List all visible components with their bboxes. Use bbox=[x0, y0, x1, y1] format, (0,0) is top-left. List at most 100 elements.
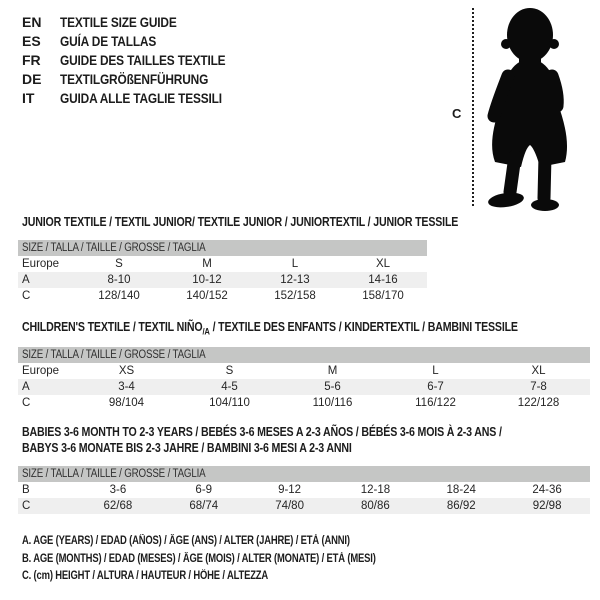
height-dotted-line bbox=[472, 8, 474, 206]
cell: 74/80 bbox=[275, 500, 304, 512]
cell: 104/110 bbox=[209, 397, 250, 409]
language-label: GUIDA ALLE TAGLIE TESSILI bbox=[60, 89, 222, 106]
cell: 128/140 bbox=[98, 290, 140, 302]
footnote-c: C. (cm) HEIGHT / ALTURA / HAUTEUR / HÖHE… bbox=[22, 568, 453, 586]
cell: S bbox=[225, 365, 234, 377]
language-code: DE bbox=[22, 70, 42, 87]
footnote-a: A. AGE (YEARS) / EDAD (AÑOS) / ÂGE (ANS)… bbox=[22, 533, 453, 551]
toddler-silhouette-icon bbox=[487, 8, 568, 211]
row-label: C bbox=[22, 397, 31, 409]
babies-table-title-line1: BABIES 3-6 MONTH TO 2-3 YEARS / BEBÉS 3-… bbox=[22, 425, 502, 439]
cell: 3-6 bbox=[109, 484, 127, 496]
language-row: ES GUÍA DE TALLAS bbox=[22, 31, 255, 50]
language-code: EN bbox=[22, 13, 42, 30]
cell: 92/98 bbox=[532, 500, 562, 512]
height-measure-label: C bbox=[452, 106, 462, 121]
table-row-height: C 128/140 140/152 152/158 158/170 bbox=[18, 288, 427, 304]
cell: 7-8 bbox=[530, 381, 547, 393]
cell: 116/122 bbox=[415, 397, 456, 409]
babies-table-title: BABIES 3-6 MONTH TO 2-3 YEARS / BEBÉS 3-… bbox=[22, 424, 586, 456]
cell: 18-24 bbox=[446, 484, 476, 496]
junior-table-title-text: JUNIOR TEXTILE / TEXTIL JUNIOR/ TEXTILE … bbox=[22, 215, 459, 229]
size-header-bar: SIZE / TALLA / TAILLE / GRÖSSE / TAGLIA bbox=[18, 240, 427, 256]
cell: 14-16 bbox=[368, 274, 398, 286]
title-subscript: /A bbox=[202, 326, 210, 337]
language-row: IT GUIDA ALLE TAGLIE TESSILI bbox=[22, 88, 255, 107]
row-label: Europe bbox=[22, 365, 60, 377]
title-suffix: / TEXTILE DES ENFANTS / KINDERTEXTIL / B… bbox=[209, 320, 518, 334]
language-row: EN TEXTILE SIZE GUIDE bbox=[22, 12, 255, 31]
cell: S bbox=[115, 258, 123, 270]
size-header-text: SIZE / TALLA / TAILLE / GRÖSSE / TAGLIA bbox=[22, 349, 206, 361]
table-row-age-months: B 3-6 6-9 9-12 12-18 18-24 24-36 bbox=[18, 482, 590, 498]
cell: 6-7 bbox=[427, 381, 444, 393]
cell: 140/152 bbox=[186, 290, 228, 302]
title-prefix: CHILDREN'S TEXTILE / TEXTIL NIÑO bbox=[22, 320, 203, 334]
cell: 158/170 bbox=[362, 290, 404, 302]
cell: 12-13 bbox=[280, 274, 310, 286]
table-row-europe: Europe XS S M L XL bbox=[18, 363, 590, 379]
row-label: C bbox=[22, 500, 31, 512]
cell: XL bbox=[531, 365, 546, 377]
table-row-europe: Europe S M L XL bbox=[18, 256, 427, 272]
row-label: A bbox=[22, 381, 30, 393]
table-row-age: A 8-10 10-12 12-13 14-16 bbox=[18, 272, 427, 288]
cell: L bbox=[291, 258, 299, 270]
cell: XL bbox=[375, 258, 391, 270]
cell: 68/74 bbox=[189, 500, 219, 512]
language-label: GUÍA DE TALLAS bbox=[60, 32, 157, 49]
cell: 110/116 bbox=[312, 397, 353, 409]
junior-size-table: SIZE / TALLA / TAILLE / GRÖSSE / TAGLIA … bbox=[18, 240, 427, 304]
footnote-c-text: C. (cm) HEIGHT / ALTURA / HAUTEUR / HÖHE… bbox=[22, 570, 269, 582]
language-label: TEXTILGRÖßENFÜHRUNG bbox=[60, 70, 209, 87]
size-header-text: SIZE / TALLA / TAILLE / GRÖSSE / TAGLIA bbox=[22, 242, 206, 254]
footnote-a-text: A. AGE (YEARS) / EDAD (AÑOS) / ÂGE (ANS)… bbox=[22, 535, 350, 547]
cell: 8-10 bbox=[107, 274, 131, 286]
cell: L bbox=[432, 365, 439, 377]
cell: 3-4 bbox=[118, 381, 135, 393]
children-table-title-text: CHILDREN'S TEXTILE / TEXTIL NIÑO/A / TEX… bbox=[22, 320, 518, 337]
cell: 98/104 bbox=[108, 397, 145, 409]
babies-table-title-line2: BABYS 3-6 MONATE BIS 2-3 JAHRE / BAMBINI… bbox=[22, 441, 352, 455]
babies-size-table: SIZE / TALLA / TAILLE / GRÖSSE / TAGLIA … bbox=[18, 466, 590, 514]
cell: 122/128 bbox=[517, 397, 560, 409]
table-row-height: C 62/68 68/74 74/80 80/86 86/92 92/98 bbox=[18, 498, 590, 514]
size-header-bar: SIZE / TALLA / TAILLE / GRÖSSE / TAGLIA bbox=[18, 466, 590, 482]
language-label: GUIDE DES TAILLES TEXTILE bbox=[60, 51, 226, 68]
cell: M bbox=[202, 258, 212, 270]
row-label: C bbox=[22, 290, 31, 302]
cell: 152/158 bbox=[274, 290, 316, 302]
cell: 24-36 bbox=[532, 484, 562, 496]
cell: 6-9 bbox=[195, 484, 213, 496]
cell: 80/86 bbox=[361, 500, 390, 512]
cell: M bbox=[327, 365, 338, 377]
size-header-bar: SIZE / TALLA / TAILLE / GRÖSSE / TAGLIA bbox=[18, 347, 590, 363]
footnotes: A. AGE (YEARS) / EDAD (AÑOS) / ÂGE (ANS)… bbox=[22, 533, 453, 586]
row-label: B bbox=[22, 484, 30, 496]
cell: 12-18 bbox=[360, 484, 391, 496]
language-row: DE TEXTILGRÖßENFÜHRUNG bbox=[22, 69, 255, 88]
size-header-text: SIZE / TALLA / TAILLE / GRÖSSE / TAGLIA bbox=[22, 468, 206, 480]
cell: 10-12 bbox=[192, 274, 222, 286]
language-code: FR bbox=[22, 51, 41, 68]
table-row-height: C 98/104 104/110 110/116 116/122 122/128 bbox=[18, 395, 590, 411]
footnote-b: B. AGE (MONTHS) / EDAD (MESES) / ÂGE (MO… bbox=[22, 551, 453, 569]
footnote-b-text: B. AGE (MONTHS) / EDAD (MESES) / ÂGE (MO… bbox=[22, 552, 376, 565]
language-label: TEXTILE SIZE GUIDE bbox=[60, 13, 177, 30]
cell: 86/92 bbox=[446, 500, 476, 512]
children-table-title: CHILDREN'S TEXTILE / TEXTIL NIÑO/A / TEX… bbox=[22, 320, 600, 337]
cell: 9-12 bbox=[278, 484, 302, 496]
cell: 62/68 bbox=[103, 500, 133, 512]
cell: 4-5 bbox=[221, 381, 238, 393]
language-code: ES bbox=[22, 32, 41, 49]
cell: XS bbox=[118, 365, 135, 377]
table-row-age: A 3-4 4-5 5-6 6-7 7-8 bbox=[18, 379, 590, 395]
row-label: A bbox=[22, 274, 30, 286]
language-code: IT bbox=[22, 89, 35, 106]
language-row: FR GUIDE DES TAILLES TEXTILE bbox=[22, 50, 255, 69]
language-heading-list: EN TEXTILE SIZE GUIDE ES GUÍA DE TALLAS … bbox=[22, 12, 255, 107]
cell: 5-6 bbox=[324, 381, 341, 393]
row-label: Europe bbox=[22, 258, 60, 270]
children-size-table: SIZE / TALLA / TAILLE / GRÖSSE / TAGLIA … bbox=[18, 347, 590, 411]
junior-table-title: JUNIOR TEXTILE / TEXTIL JUNIOR/ TEXTILE … bbox=[22, 215, 535, 229]
